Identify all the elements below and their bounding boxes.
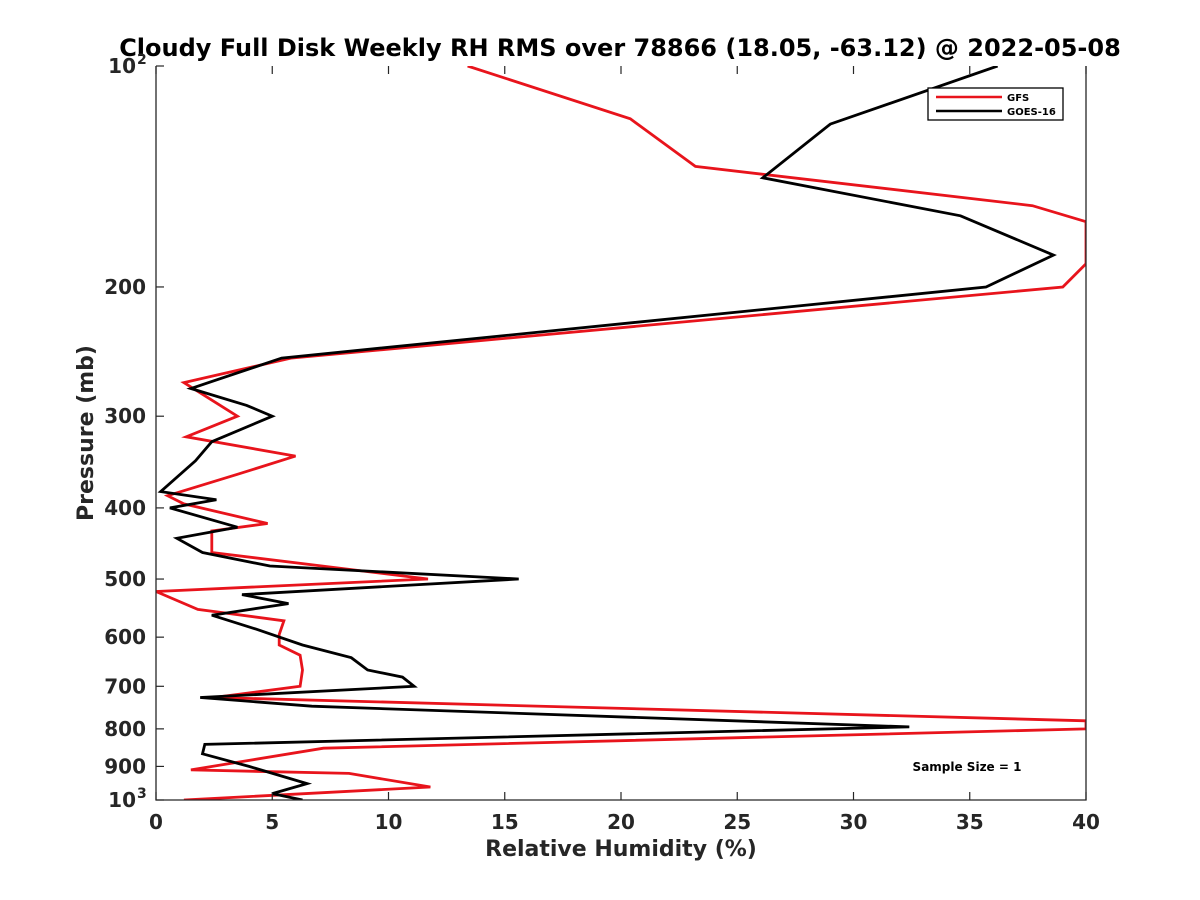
plot-area: 0 5 10 15 20 25 30 35 40 10 220030040050060070080… <box>104 52 1100 834</box>
x-axis-ticks: 0 5 10 15 20 25 30 35 40 <box>149 66 1100 834</box>
y-axis-title: Pressure (mb) <box>74 345 99 521</box>
x-tick-label: 5 <box>265 810 279 834</box>
x-tick-label: 35 <box>956 810 984 834</box>
x-tick-label: 30 <box>840 810 868 834</box>
x-tick-label: 40 <box>1072 810 1100 834</box>
x-tick-label: 0 <box>149 810 163 834</box>
y-tick-label: 600 <box>104 625 146 649</box>
x-tick-label: 25 <box>723 810 751 834</box>
chart-title: Cloudy Full Disk Weekly RH RMS over 7886… <box>119 34 1121 62</box>
series-line-goes16 <box>157 66 1057 800</box>
legend-label-gfs: GFS <box>1007 93 1029 104</box>
y-tick-label: 900 <box>104 754 146 778</box>
x-tick-label: 20 <box>607 810 635 834</box>
series-line-gfs <box>156 66 1086 800</box>
x-tick-label: 10 <box>375 810 403 834</box>
legend: GFS GOES-16 <box>927 87 1064 121</box>
y-tick-label: 10 <box>108 54 136 78</box>
y-tick-label: 200 <box>104 275 146 299</box>
y-tick-label: 10 <box>108 788 136 812</box>
y-tick-label: 400 <box>104 496 146 520</box>
y-tick-label: 800 <box>104 717 146 741</box>
y-tick-label: 300 <box>104 404 146 428</box>
x-tick-label: 15 <box>491 810 519 834</box>
legend-box <box>927 87 1064 121</box>
legend-label-goes16: GOES-16 <box>1007 107 1056 118</box>
x-axis-title: Relative Humidity (%) <box>485 837 757 862</box>
plot-background <box>156 66 1086 800</box>
y-tick-label: 700 <box>104 674 146 698</box>
y-tick-label: 500 <box>104 567 146 591</box>
series-layer <box>156 66 1086 800</box>
sample-size-annotation: Sample Size = 1 <box>913 760 1022 774</box>
y-tick-label-exponent: 2 <box>137 52 147 68</box>
y-tick-label-exponent: 3 <box>137 786 147 802</box>
